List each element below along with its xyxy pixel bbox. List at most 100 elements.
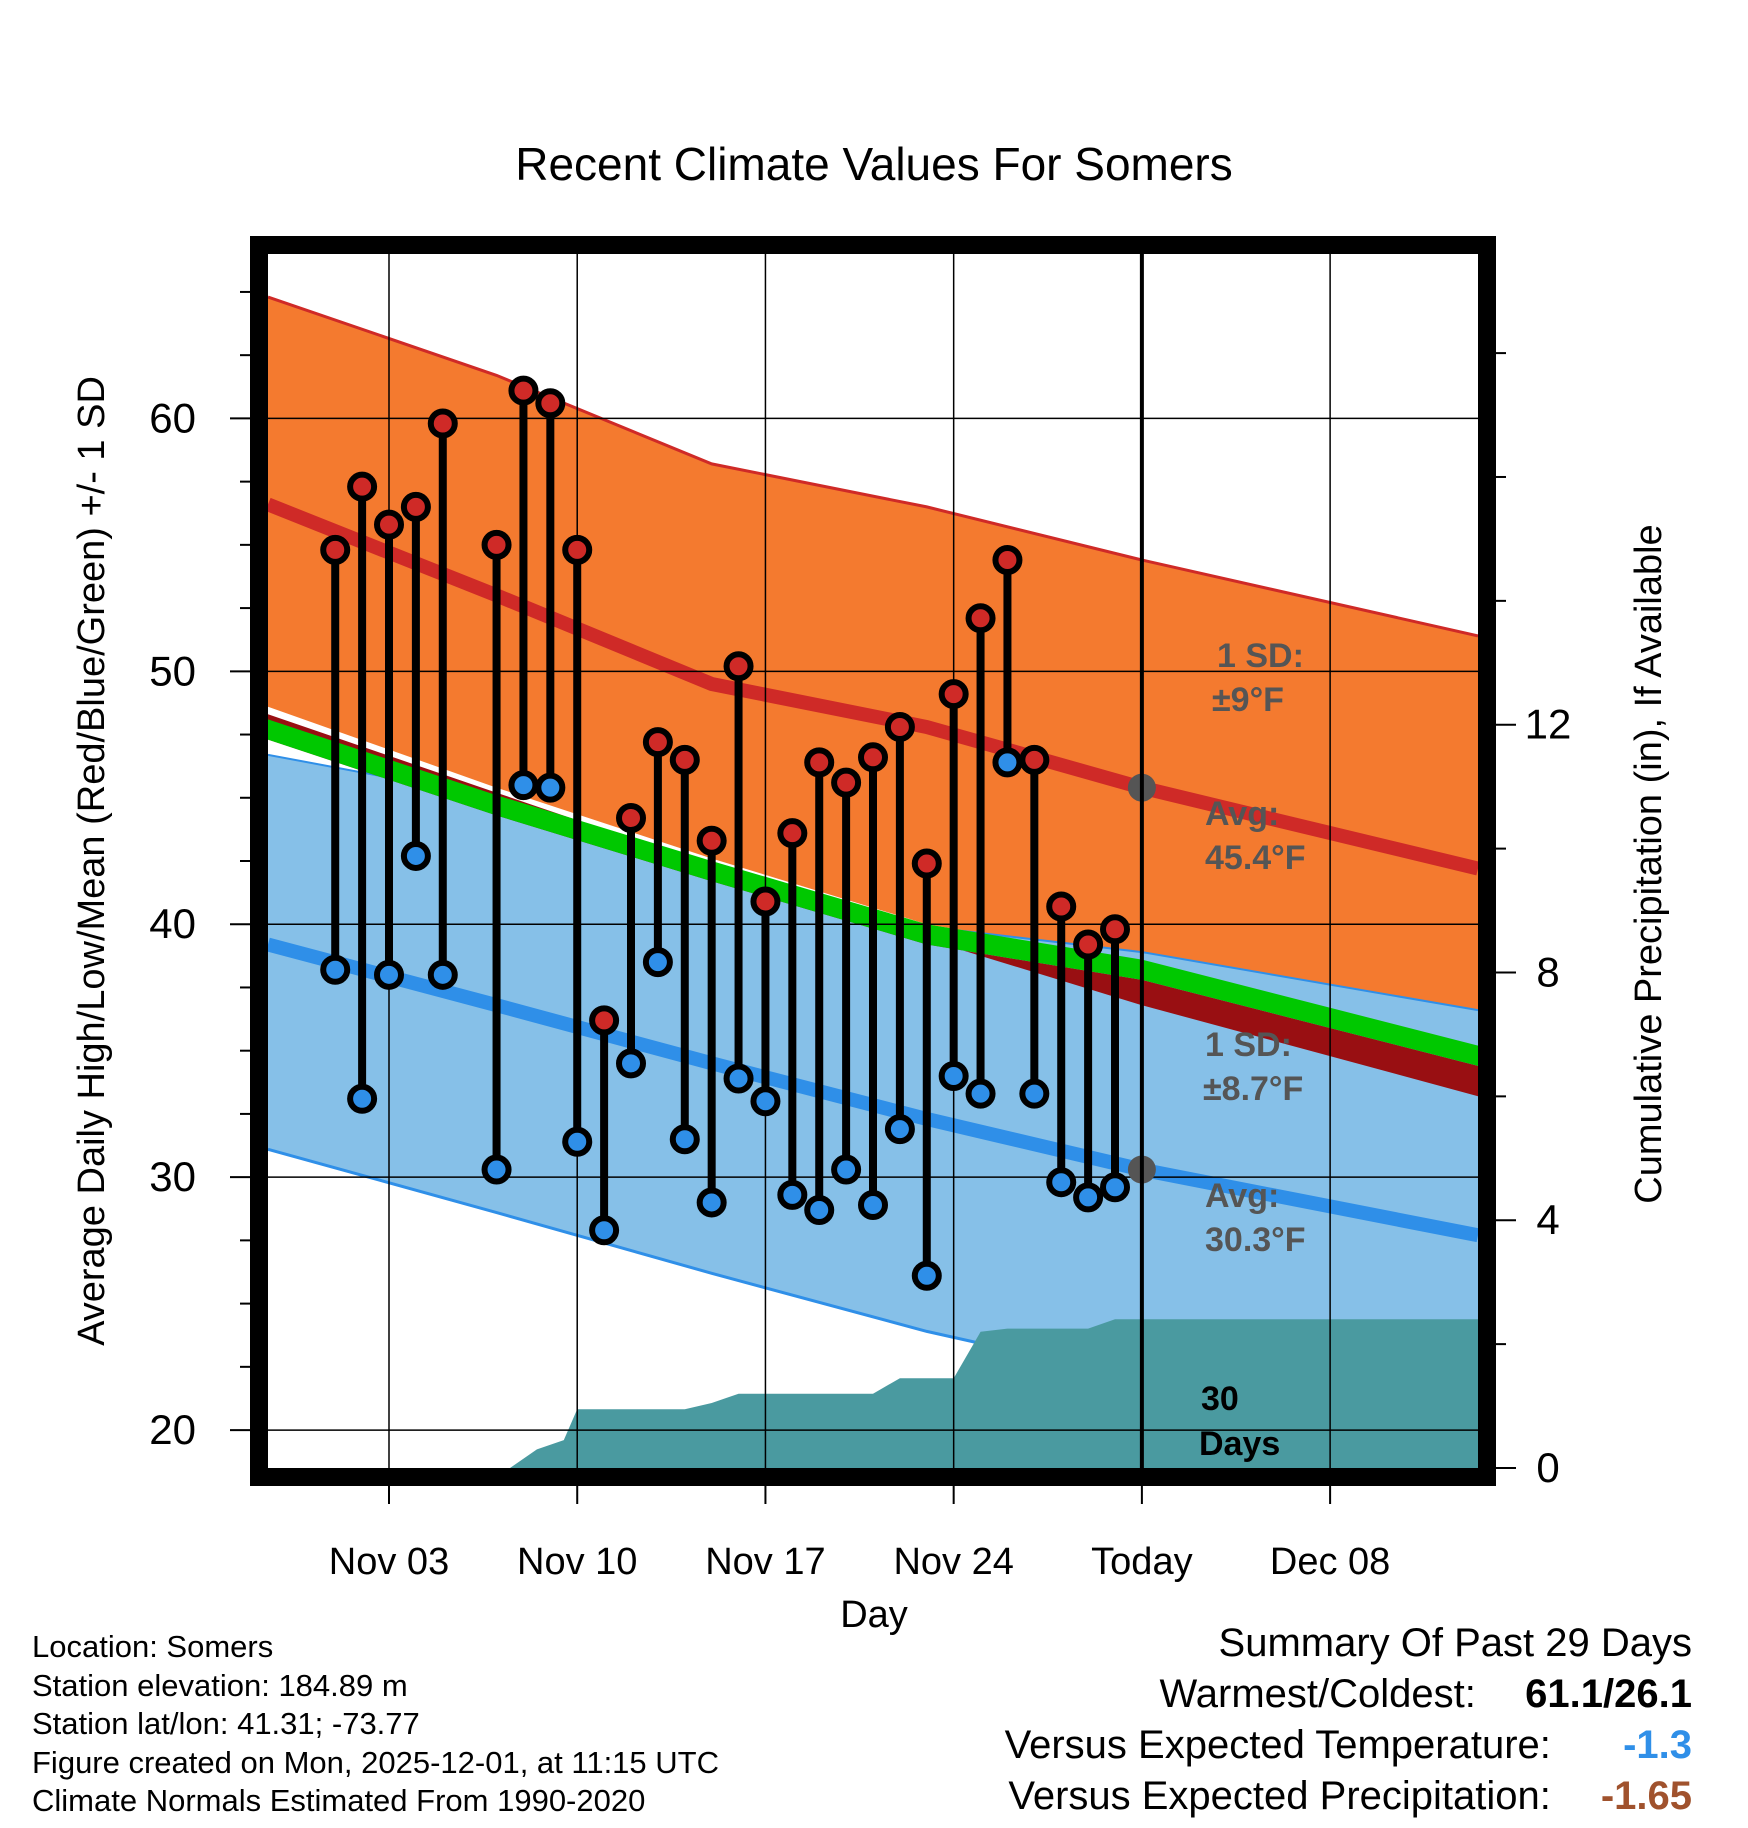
latlon-text: Station lat/lon: 41.31; -73.77 [32, 1706, 420, 1741]
daily-high-point [884, 711, 915, 742]
daily-high-point [320, 534, 351, 565]
temp-label: Versus Expected Temperature: [1004, 1723, 1551, 1767]
y-tick-label: 40 [149, 900, 196, 947]
daily-low-point [696, 1187, 727, 1218]
high-avg-title: Avg: [1205, 795, 1279, 833]
precip-label: Versus Expected Precipitation: [1008, 1774, 1551, 1818]
y-tick-label: 60 [149, 394, 196, 441]
daily-low-point [347, 1083, 378, 1114]
x-axis-label: Day [840, 1594, 908, 1636]
daily-low-point [481, 1154, 512, 1185]
y2-tick-label: 8 [1536, 948, 1559, 995]
x-tick-label: Nov 03 [329, 1541, 449, 1583]
annotations: 1 SD: ±9°F Avg: 45.4°F 1 SD: ±8.7°F Avg:… [1199, 637, 1306, 1463]
daily-low-point [777, 1179, 808, 1210]
daily-high-point [400, 491, 431, 522]
daily-high-point [723, 651, 754, 682]
daily-high-point [831, 767, 862, 798]
daily-low-point [911, 1260, 942, 1291]
daily-high-point [374, 509, 404, 540]
high-average-line [268, 497, 1478, 876]
y2-tick-label: 12 [1525, 701, 1572, 748]
high-sd-title: 1 SD: [1217, 637, 1304, 675]
daily-low-point [427, 959, 458, 990]
y-tick-label: 30 [149, 1153, 196, 1200]
daily-high-point [427, 408, 458, 439]
daily-low-point [1100, 1172, 1130, 1203]
y-tick-label: 20 [149, 1406, 196, 1453]
chart-title: Recent Climate Values For Somers [515, 138, 1233, 190]
daily-high-point [965, 603, 996, 634]
daily-low-point [938, 1060, 969, 1091]
window-label-number: 30 [1201, 1380, 1239, 1418]
daily-high-point [1019, 744, 1050, 775]
temp-value: -1.3 [1623, 1723, 1692, 1767]
daily-high-point [481, 529, 512, 560]
y-tick-label: 50 [149, 647, 196, 694]
daily-low-point [669, 1124, 700, 1155]
summary-row-precip: Versus Expected Precipitation: -1.65 [1005, 1771, 1692, 1822]
daily-low-point [320, 954, 351, 985]
mean-band [268, 719, 1478, 1066]
daily-high-point [535, 388, 566, 419]
daily-high-point [992, 545, 1023, 576]
daily-low-point [884, 1114, 915, 1145]
summary-row-temp: Versus Expected Temperature: -1.3 [1005, 1720, 1692, 1771]
normals-text: Climate Normals Estimated From 1990-2020 [32, 1783, 646, 1818]
station-info: Location: Somers Station elevation: 184.… [32, 1628, 719, 1821]
daily-low-point [400, 840, 431, 871]
daily-high-point [1046, 891, 1077, 922]
daily-high-point [1073, 929, 1104, 960]
daily-high-point [669, 744, 700, 775]
plot-frame [250, 236, 1496, 1486]
daily-low-point [1046, 1167, 1077, 1198]
daily-high-point [750, 886, 781, 917]
daily-low-point [535, 772, 566, 803]
high-avg-value: 45.4°F [1205, 839, 1306, 877]
high-sd-value: ±9°F [1212, 681, 1284, 719]
daily-low-point [1073, 1182, 1104, 1213]
daily-low-point [374, 959, 404, 990]
low-avg-title: Avg: [1205, 1177, 1279, 1215]
daily-low-point [508, 770, 539, 801]
warm-anomaly-band [268, 714, 1478, 1097]
daily-high-point [858, 742, 888, 773]
daily-high-point [347, 471, 378, 502]
daily-high-point [777, 818, 808, 849]
daily-low-point [589, 1215, 620, 1246]
summary-title: Summary Of Past 29 Days [1218, 1621, 1692, 1665]
daily-high-point [696, 825, 727, 856]
low-avg-value: 30.3°F [1205, 1221, 1306, 1259]
high-band-upper-edge [268, 295, 1478, 638]
warm-cold-value: 61.1/26.1 [1525, 1672, 1692, 1716]
daily-high-point [562, 534, 593, 565]
y-axis-label-right: Cumulative Precipitation (in), If Availa… [1628, 524, 1670, 1203]
x-tick-label: Today [1091, 1541, 1192, 1583]
summary-panel: Summary Of Past 29 Days Warmest/Coldest:… [1005, 1618, 1692, 1822]
daily-low-point [723, 1063, 754, 1094]
x-tick-label: Nov 10 [517, 1541, 637, 1583]
x-tick-label: Nov 24 [893, 1541, 1013, 1583]
daily-high-point [616, 803, 646, 834]
daily-low-point [858, 1189, 888, 1220]
y2-tick-label: 4 [1536, 1196, 1559, 1243]
x-tick-label: Dec 08 [1270, 1541, 1390, 1583]
daily-high-point [642, 727, 673, 758]
daily-low-point [750, 1086, 781, 1117]
summary-row-warm-cold: Warmest/Coldest: 61.1/26.1 [1005, 1669, 1693, 1720]
precipitation-area [268, 1319, 1478, 1468]
daily-low-point [562, 1126, 593, 1157]
daily-high-point [911, 848, 942, 879]
daily-high-point [1100, 914, 1130, 945]
y2-tick-label: 0 [1536, 1444, 1559, 1491]
daily-high-point [938, 679, 969, 710]
daily-high-point [508, 375, 539, 406]
axis-ticks: Nov 03 Nov 10 Nov 17 Nov 24 Today Dec 08 20 30 4… [149, 290, 1572, 1583]
daily-high-point [589, 1005, 620, 1036]
daily-marks [320, 375, 1156, 1291]
warm-cold-label: Warmest/Coldest: [1159, 1672, 1476, 1716]
window-label-days: Days [1199, 1425, 1280, 1463]
y-axis-label-left: Average Daily High/Low/Mean (Red/Blue/Gr… [71, 376, 113, 1346]
daily-low-point [965, 1078, 996, 1109]
